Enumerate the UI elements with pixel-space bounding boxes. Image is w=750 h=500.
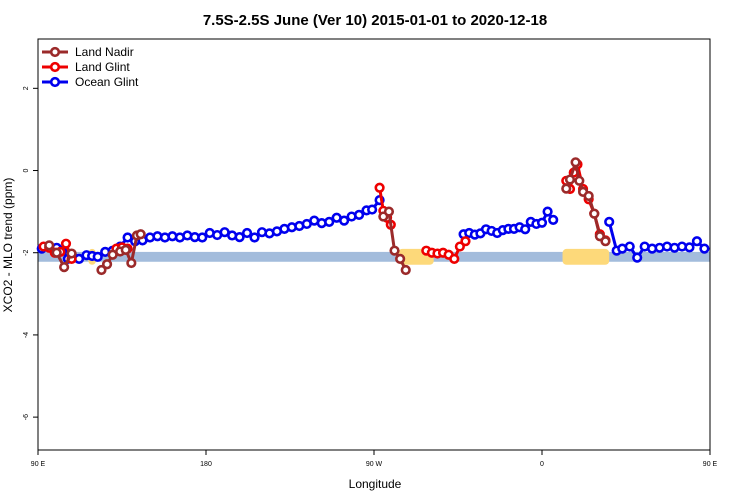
data-point xyxy=(92,251,103,262)
data-point xyxy=(339,215,350,226)
legend-label: Land Nadir xyxy=(75,45,134,59)
data-point xyxy=(604,216,615,227)
data-point xyxy=(460,236,471,247)
data-point xyxy=(374,182,385,193)
data-point xyxy=(520,224,531,235)
x-axis-label: Longitude xyxy=(349,477,402,491)
x-tick-label: 180 xyxy=(200,461,212,468)
data-point xyxy=(570,157,581,168)
data-point xyxy=(126,257,137,269)
series-line xyxy=(48,244,73,269)
legend-marker xyxy=(49,46,61,58)
background-band xyxy=(38,248,710,265)
chart-title: 7.5S-2.5S June (Ver 10) 2015-01-01 to 20… xyxy=(203,12,547,29)
data-point xyxy=(583,190,594,202)
x-axis: 90 E 180 90 W 0 90 E xyxy=(31,450,718,468)
x-tick-label: 0 xyxy=(540,461,544,468)
data-point xyxy=(66,248,77,259)
data-point xyxy=(684,242,695,253)
data-point xyxy=(536,217,548,228)
ocean-band xyxy=(38,251,710,262)
data-point xyxy=(51,247,62,258)
data-point xyxy=(449,253,460,264)
legend-item: Ocean Glint xyxy=(42,75,139,89)
data-point xyxy=(60,238,72,249)
data-point xyxy=(400,264,411,276)
data-point xyxy=(548,214,559,225)
y-tick-label: -2 xyxy=(23,250,30,256)
data-point xyxy=(353,209,365,221)
data-point xyxy=(249,232,260,243)
legend-item: Land Glint xyxy=(42,60,130,74)
data-point xyxy=(59,262,70,273)
series-layer xyxy=(36,157,710,276)
data-point xyxy=(564,174,576,185)
data-point xyxy=(699,243,710,254)
series-land-nadir xyxy=(44,157,611,276)
y-axis: 2 0 -2 -4 -6 xyxy=(23,86,38,420)
data-point xyxy=(135,229,146,240)
data-point xyxy=(574,175,585,186)
data-point xyxy=(624,241,635,252)
y-tick-label: 0 xyxy=(23,168,30,172)
data-point xyxy=(96,264,107,276)
data-point xyxy=(122,232,133,243)
data-point xyxy=(241,227,253,239)
land-band-segment xyxy=(562,248,610,265)
legend-marker xyxy=(49,61,61,73)
x-tick-label: 90 W xyxy=(366,461,383,468)
data-point xyxy=(542,206,553,217)
data-point xyxy=(101,259,113,270)
data-point xyxy=(600,236,611,247)
data-point xyxy=(389,245,400,256)
data-point xyxy=(44,240,55,251)
data-point xyxy=(589,208,600,219)
data-point xyxy=(632,252,643,263)
data-point xyxy=(234,232,245,243)
data-point xyxy=(324,216,335,227)
x-tick-label: 90 E xyxy=(703,461,718,468)
y-tick-label: -4 xyxy=(23,332,30,338)
y-axis-label: XCO2 - MLO trend (ppm) xyxy=(1,178,15,313)
data-point xyxy=(120,244,131,255)
y-tick-label: -6 xyxy=(23,414,30,420)
y-tick-label: 2 xyxy=(23,86,30,90)
data-point xyxy=(561,183,572,194)
data-point xyxy=(197,232,208,243)
legend-marker xyxy=(49,76,61,88)
data-point xyxy=(691,236,703,247)
data-point xyxy=(383,206,395,217)
x-tick-label: 90 E xyxy=(31,461,46,468)
legend-item: Land Nadir xyxy=(42,45,134,59)
data-point xyxy=(395,253,406,264)
data-point xyxy=(367,204,378,215)
legend-label: Land Glint xyxy=(75,60,130,74)
legend-label: Ocean Glint xyxy=(75,75,139,89)
